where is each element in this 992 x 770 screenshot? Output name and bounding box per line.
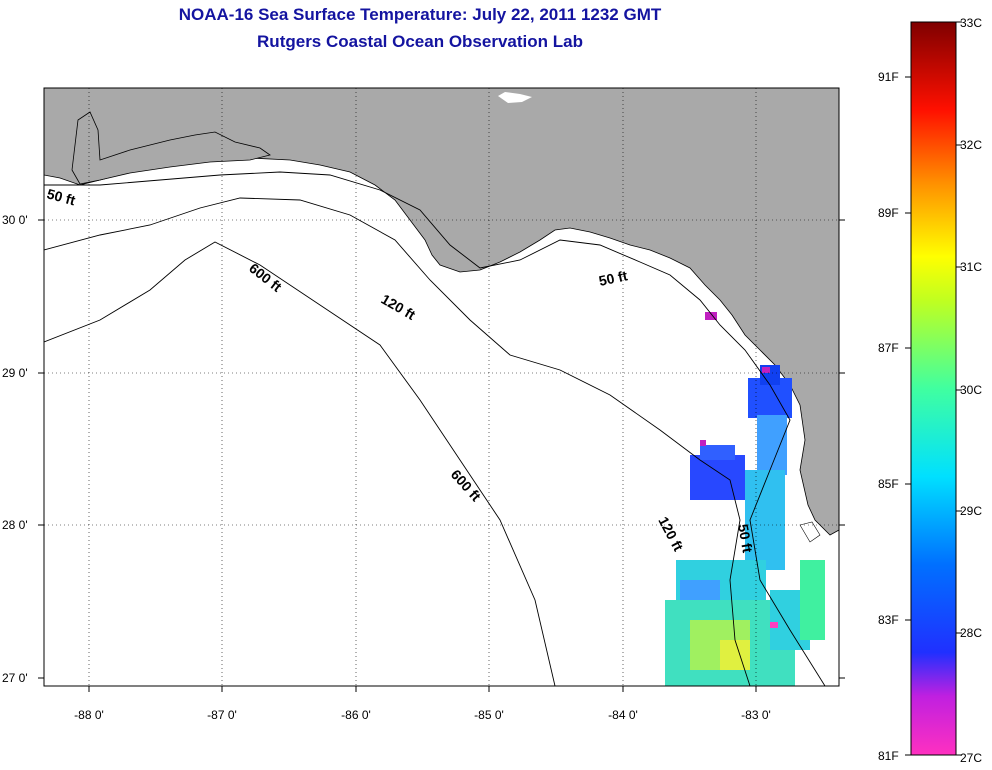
contour-600ft	[44, 241, 556, 686]
lat-label-29: 29 0'	[2, 366, 28, 380]
colorbar-f-89: 89F	[878, 206, 899, 220]
contour-50ft	[44, 171, 826, 686]
colorbar-c-30: 30C	[960, 383, 982, 397]
lon-label-85: -85 0'	[474, 708, 504, 722]
lon-label-88: -88 0'	[74, 708, 104, 722]
axis-ticks	[38, 219, 845, 692]
lat-label-30: 30 0'	[2, 213, 28, 227]
contour-label-50ft-bigbend: 50 ft	[597, 267, 629, 289]
map-subtitle: Rutgers Coastal Ocean Observation Lab	[257, 32, 583, 51]
colorbar-f-85: 85F	[878, 477, 899, 491]
lon-label-84: -84 0'	[608, 708, 638, 722]
colorbar-c-27: 27C	[960, 751, 982, 765]
map-title: NOAA-16 Sea Surface Temperature: July 22…	[178, 5, 662, 24]
lat-label-27: 27 0'	[2, 671, 28, 685]
colorbar-c-32: 32C	[960, 138, 982, 152]
colorbar	[910, 21, 957, 756]
colorbar-c-28: 28C	[960, 626, 982, 640]
colorbar-ticks	[905, 21, 962, 756]
lat-label-28: 28 0'	[2, 518, 28, 532]
colorbar-f-81: 81F	[878, 749, 899, 763]
sst-data	[665, 312, 825, 686]
contour-120ft	[44, 197, 751, 686]
land-peninsula	[71, 111, 271, 185]
colorbar-c-33: 33C	[960, 16, 982, 30]
lon-label-83: -83 0'	[741, 708, 771, 722]
colorbar-c-31: 31C	[960, 260, 982, 274]
colorbar-f-87: 87F	[878, 341, 899, 355]
colorbar-c-29: 29C	[960, 504, 982, 518]
contour-label-50ft-south: 50 ft	[735, 523, 756, 554]
map-grid	[44, 88, 839, 686]
lon-label-86: -86 0'	[341, 708, 371, 722]
lon-label-87: -87 0'	[207, 708, 237, 722]
land-small-island	[799, 521, 821, 543]
map-frame	[43, 87, 840, 687]
colorbar-f-83: 83F	[878, 613, 899, 627]
colorbar-f-91: 91F	[878, 70, 899, 84]
contour-label-50ft-west: 50 ft	[45, 185, 77, 208]
lake-patch	[498, 92, 532, 103]
bathymetry-contours	[44, 171, 826, 686]
